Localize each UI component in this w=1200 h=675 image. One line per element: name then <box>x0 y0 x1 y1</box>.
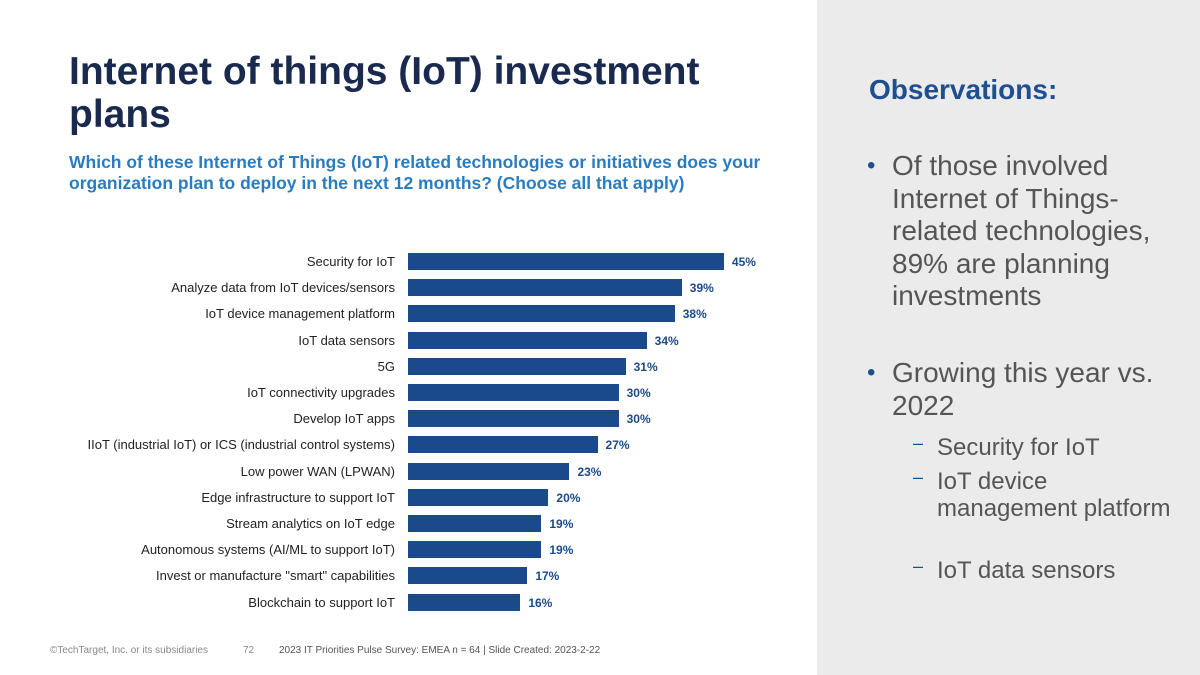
bar <box>408 488 549 506</box>
bar <box>408 515 542 532</box>
bar <box>408 436 598 454</box>
bullet-text: Of those involved Internet of Things-rel… <box>892 150 1151 311</box>
sub-bullet: – IoT data sensors <box>913 556 1187 584</box>
category-label: IIoT (industrial IoT) or ICS (industrial… <box>87 437 395 453</box>
data-label: 19% <box>549 543 574 558</box>
sub-bullet: – IoT device management platform <box>913 467 1187 522</box>
data-label: 27% <box>605 438 630 453</box>
bar <box>408 410 619 428</box>
data-label: 30% <box>626 412 651 427</box>
source-note: 2023 IT Priorities Pulse Survey: EMEA n … <box>279 645 601 656</box>
data-label: 30% <box>626 386 651 400</box>
sub-bullet-text: Security for IoT <box>937 434 1100 461</box>
sub-bullet-text: IoT data sensors <box>937 557 1116 584</box>
category-label: IoT device management platform <box>205 306 395 322</box>
category-label: Invest or manufacture "smart" capabiliti… <box>156 568 395 584</box>
data-label: 20% <box>556 490 581 505</box>
observations-heading: Observations: <box>869 74 1058 105</box>
bullet-icon: • <box>867 152 876 179</box>
data-label: 23% <box>577 464 602 479</box>
dash-icon: – <box>913 556 924 576</box>
bar <box>408 253 724 270</box>
bar <box>408 305 675 323</box>
observations-panel: Observations: • Of those involved Interne… <box>817 0 1200 675</box>
category-label: Analyze data from IoT devices/sensors <box>171 280 395 296</box>
bar <box>408 593 521 611</box>
sub-bullet: – Security for IoT <box>913 433 1187 461</box>
bar <box>408 279 682 297</box>
data-label: 19% <box>549 517 574 531</box>
category-label: Blockchain to support IoT <box>248 594 395 610</box>
bullet: • Growing this year vs. 2022 <box>867 357 1182 422</box>
survey-question: Which of these Internet of Things (IoT) … <box>69 152 761 193</box>
bullet-icon: • <box>867 359 876 386</box>
data-label: 45% <box>731 255 756 269</box>
dash-icon: – <box>913 467 924 487</box>
data-label: 39% <box>689 281 714 296</box>
page-number: 72 <box>243 645 255 656</box>
page-title: Internet of things (IoT) investment plan… <box>69 50 700 136</box>
data-label: 16% <box>528 595 553 610</box>
data-label: 34% <box>654 333 679 348</box>
bullet-text: Growing this year vs. 2022 <box>892 357 1154 421</box>
bar <box>408 462 570 480</box>
dash-icon: – <box>913 433 924 453</box>
bullet: • Of those involved Internet of Things-re… <box>867 150 1182 313</box>
category-label: 5G <box>377 358 395 374</box>
bar <box>408 331 647 349</box>
category-label: Low power WAN (LPWAN) <box>240 463 395 479</box>
category-label: IoT data sensors <box>298 332 395 348</box>
category-label: Security for IoT <box>306 254 395 269</box>
category-label: IoT connectivity upgrades <box>247 385 395 400</box>
category-label: Autonomous systems (AI/ML to support IoT… <box>141 542 395 558</box>
data-label: 38% <box>682 307 707 322</box>
bar <box>408 567 528 585</box>
sub-bullet-text: IoT device management platform <box>937 468 1171 522</box>
bar <box>408 541 542 559</box>
category-label: Develop IoT apps <box>293 411 395 427</box>
bar <box>408 357 626 375</box>
category-label: Edge infrastructure to support IoT <box>201 489 395 505</box>
data-label: 17% <box>535 569 560 584</box>
bar <box>408 384 619 401</box>
category-label: Stream analytics on IoT edge <box>226 516 395 531</box>
copyright: ©TechTarget, Inc. or its subsidiaries <box>50 645 208 656</box>
data-label: 31% <box>633 359 658 374</box>
